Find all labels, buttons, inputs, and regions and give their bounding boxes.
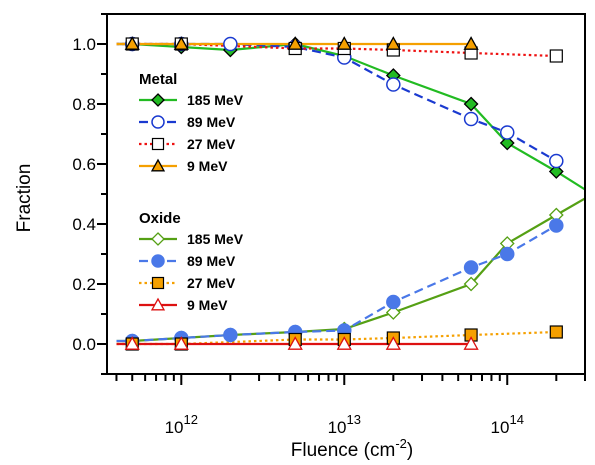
- legend-marker-6: [151, 276, 165, 290]
- data-point-3-0: [124, 36, 140, 50]
- data-point-0-6: [463, 96, 479, 112]
- x-axis-title: Fluence (cm-2): [291, 436, 413, 461]
- x-tick-label-0: 1012: [165, 412, 198, 437]
- data-point-7-5: [463, 336, 479, 350]
- x-axis-title-close: ): [407, 440, 413, 461]
- data-point-7-3: [336, 336, 352, 350]
- legend-label-5: 89 MeV: [187, 253, 236, 269]
- x-axis: 1012 1013 1014: [115, 374, 586, 437]
- y-tick-label-3: 0.6: [72, 155, 96, 174]
- legend-marker-2: [151, 137, 165, 151]
- legend-marker-0: [151, 93, 165, 107]
- legend-marker-1: [151, 115, 165, 129]
- data-point-5-5: [386, 294, 401, 310]
- y-tick-label-5: 1.0: [72, 35, 96, 54]
- marker-layer: [124, 36, 564, 351]
- y-tick-label-2: 0.4: [72, 215, 96, 234]
- legend-label-4: 185 MeV: [187, 231, 244, 247]
- legend-marker-3: [150, 158, 166, 172]
- data-point-3-1: [173, 36, 189, 50]
- series-line-1: [116, 42, 557, 162]
- data-point-3-5: [463, 36, 479, 50]
- legend-marker-7: [150, 297, 166, 311]
- data-point-7-4: [385, 336, 401, 350]
- x-axis-title-superscript: -2: [395, 436, 407, 451]
- legend-label-3: 9 MeV: [187, 158, 228, 174]
- data-point-3-3: [336, 36, 352, 50]
- data-point-1-6: [463, 111, 479, 127]
- data-point-5-8: [549, 218, 564, 233]
- x-tick-exponent: 14: [509, 412, 523, 427]
- data-point-1-5: [386, 77, 401, 92]
- x-tick-label-2: 1014: [491, 412, 524, 437]
- data-point-1-2: [223, 36, 238, 52]
- legend-label-0: 185 MeV: [187, 92, 244, 108]
- data-point-2-6: [549, 49, 563, 63]
- data-point-0-7: [499, 135, 515, 151]
- data-point-5-2: [223, 327, 238, 343]
- legend-marker-5: [151, 254, 165, 268]
- plot-frame: [106, 13, 586, 375]
- legend-group-title-1: Oxide: [139, 210, 181, 227]
- legend-label-2: 27 MeV: [187, 136, 236, 152]
- data-point-6-6: [549, 325, 563, 339]
- legend: Metal 185 MeV 89 MeV 27 MeV 9 MeV Oxide 185 Me…: [139, 71, 244, 313]
- x-tick-exponent: 12: [184, 412, 198, 427]
- series-line-4: [116, 197, 585, 343]
- data-point-5-7: [499, 246, 515, 262]
- legend-label-1: 89 MeV: [187, 114, 236, 130]
- data-point-7-2: [287, 336, 303, 350]
- legend-group-title-0: Metal: [139, 71, 177, 88]
- y-tick-label-4: 0.8: [72, 95, 96, 114]
- data-point-1-7: [499, 125, 515, 140]
- x-axis-title-text: Fluence (cm: [291, 440, 396, 461]
- x-tick-base: 10: [491, 418, 510, 437]
- data-point-5-6: [463, 260, 479, 275]
- x-tick-exponent: 13: [346, 412, 360, 427]
- y-tick-label-1: 0.2: [72, 275, 96, 294]
- y-axis: 0.0 0.2 0.4 0.6 0.8 1.0: [72, 13, 107, 375]
- series-line-5: [116, 224, 557, 343]
- legend-label-7: 9 MeV: [187, 297, 228, 313]
- data-point-4-5: [385, 305, 401, 320]
- data-point-1-8: [549, 153, 564, 169]
- y-tick-label-0: 0.0: [72, 335, 96, 354]
- data-point-3-4: [385, 36, 401, 50]
- data-point-4-6: [463, 276, 479, 292]
- data-point-7-1: [173, 336, 189, 350]
- data-point-3-2: [287, 36, 303, 50]
- legend-label-6: 27 MeV: [187, 275, 236, 291]
- data-point-0-8: [548, 164, 564, 179]
- x-tick-base: 10: [328, 418, 347, 437]
- legend-marker-4: [151, 232, 165, 246]
- x-tick-base: 10: [165, 418, 184, 437]
- y-axis-title: Fraction: [14, 164, 35, 233]
- data-point-7-0: [124, 336, 140, 350]
- x-tick-label-1: 1013: [328, 412, 361, 437]
